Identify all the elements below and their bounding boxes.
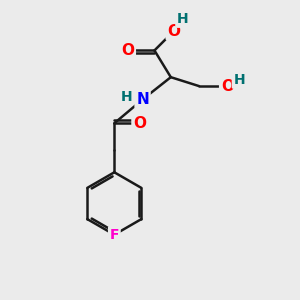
Text: H: H xyxy=(120,90,132,104)
Text: O: O xyxy=(121,43,134,58)
Text: O: O xyxy=(167,24,180,39)
Text: O: O xyxy=(133,116,146,131)
Text: O: O xyxy=(221,79,234,94)
Text: N: N xyxy=(136,92,149,107)
Text: F: F xyxy=(110,228,119,242)
Text: H: H xyxy=(233,73,245,87)
Text: H: H xyxy=(177,12,188,26)
